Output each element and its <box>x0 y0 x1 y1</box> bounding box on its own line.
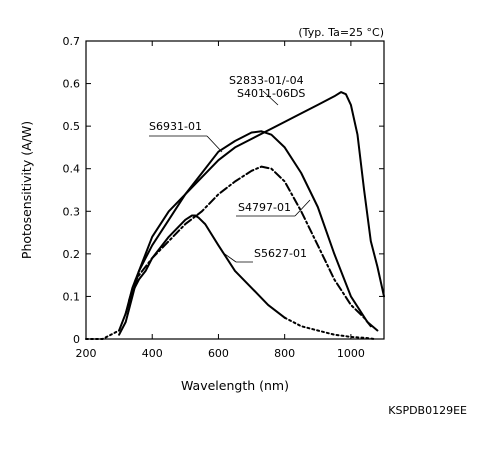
series-label-s6931: S6931-01 <box>149 120 202 133</box>
y-tick-label: 0.4 <box>63 163 81 176</box>
leader-s4797-b <box>294 199 311 217</box>
x-tick-label: 600 <box>208 347 229 360</box>
series-label-s5627: S5627-01 <box>254 247 307 260</box>
y-tick-label: 0 <box>73 333 80 346</box>
series-lines <box>85 91 385 340</box>
condition-note: (Typ. Ta=25 °C) <box>298 26 384 39</box>
plot-area-frame <box>85 40 385 340</box>
y-tick-label: 0.6 <box>63 78 81 91</box>
series-label-s2833: S2833-01/-04 <box>229 74 304 87</box>
leader-s2833 <box>262 90 279 106</box>
series-line-s5627-01-dotted-start <box>85 329 121 340</box>
y-tick-label: 0.2 <box>63 248 81 261</box>
series-line-s4797-01 <box>128 165 372 328</box>
x-tick-label: 1000 <box>337 347 365 360</box>
series-line-s2833-01-04 <box>118 91 385 336</box>
y-axis-title: Photosensitivity (A/W) <box>19 121 34 259</box>
y-tick-label: 0.1 <box>63 290 81 303</box>
x-axis-title: Wavelength (nm) <box>181 378 289 393</box>
x-axis-ticks: 200 400 600 800 1000 <box>76 41 365 360</box>
y-axis-ticks: 0 0.1 0.2 0.3 0.4 0.5 0.6 0.7 <box>63 35 384 346</box>
x-tick-label: 800 <box>274 347 295 360</box>
series-line-s6931-01 <box>124 130 379 332</box>
series-labels: S2833-01/-04 S4011-06DS S6931-01 S4797-0… <box>149 74 311 263</box>
series-label-s4011: S4011-06DS <box>237 87 305 100</box>
series-line-s5627-01 <box>118 214 286 332</box>
y-tick-label: 0.5 <box>63 120 81 133</box>
series-label-s4797: S4797-01 <box>238 201 291 214</box>
leader-s5627-b <box>221 251 237 263</box>
series-line-s5627-01-dotted-end <box>283 316 376 340</box>
leader-s6931-b <box>206 135 223 153</box>
y-tick-label: 0.7 <box>63 35 81 48</box>
y-tick-label: 0.3 <box>63 205 81 218</box>
document-code: KSPDB0129EE <box>388 404 467 417</box>
x-tick-label: 400 <box>142 347 163 360</box>
x-tick-label: 200 <box>76 347 97 360</box>
